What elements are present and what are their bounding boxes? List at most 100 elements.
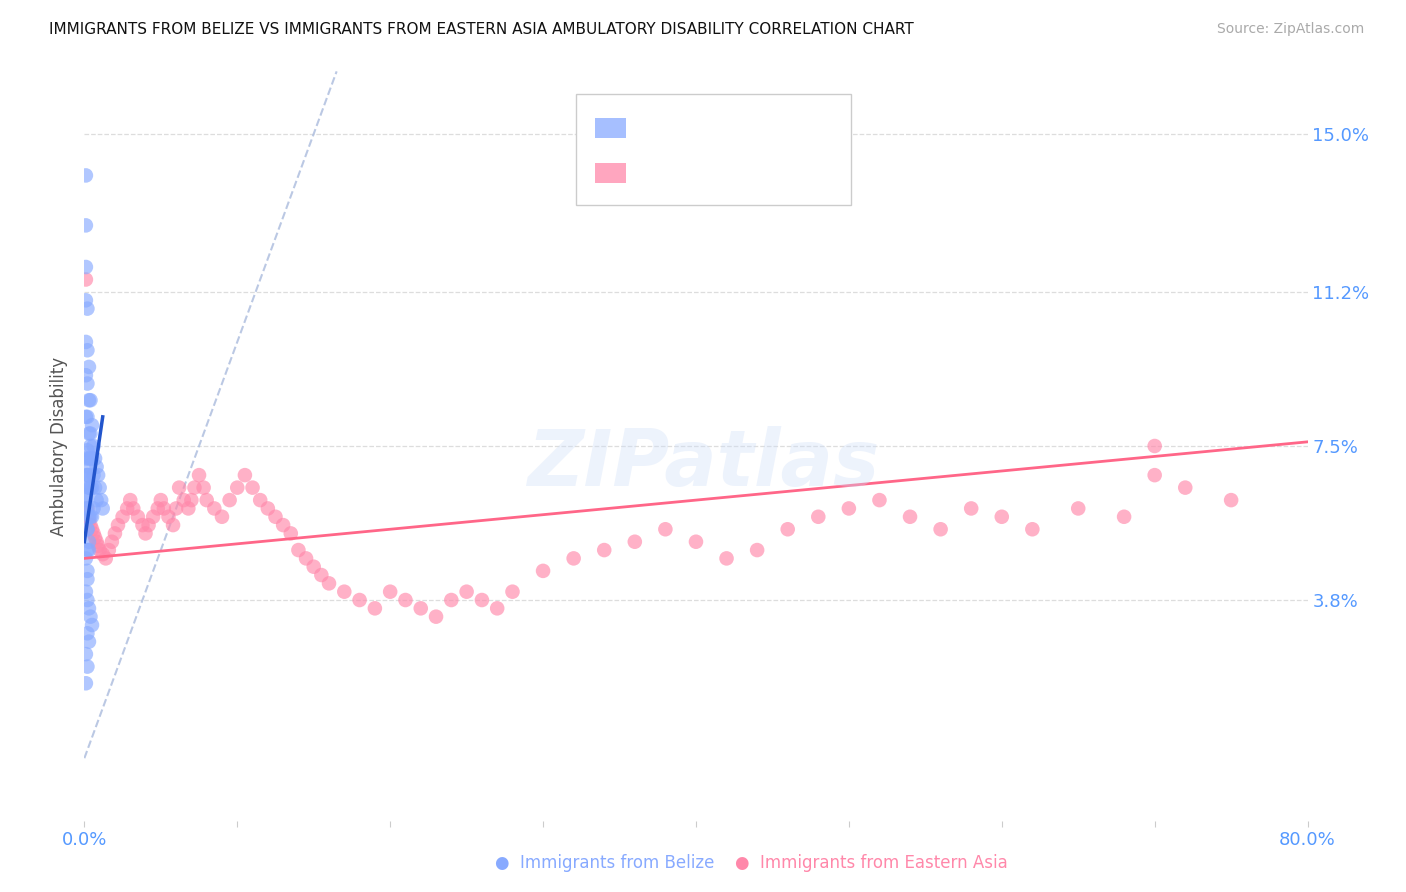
Point (115, 501, 138, 516)
Point (562, 551, 585, 566)
Point (80, 418, 103, 433)
Point (502, 584, 524, 599)
Point (83, 501, 105, 516)
Point (75, 368, 97, 383)
Point (157, 509, 180, 524)
Point (180, 493, 202, 508)
Point (76, 468, 98, 483)
Point (242, 481, 264, 495)
Point (83, 526, 105, 541)
Point (77, 451, 100, 466)
Point (84, 481, 107, 495)
Point (311, 568, 333, 582)
Point (211, 509, 233, 524)
Point (87, 539, 110, 553)
Point (76, 376, 98, 391)
Point (318, 576, 340, 591)
Point (76, 468, 98, 483)
Point (75, 584, 97, 599)
Text: N =: N = (727, 118, 766, 136)
Point (77, 459, 100, 474)
Point (869, 493, 891, 508)
Point (77, 481, 100, 495)
Point (142, 509, 165, 524)
Point (1143, 439, 1166, 453)
Point (486, 601, 509, 615)
Point (364, 601, 387, 615)
Point (195, 493, 218, 508)
Point (838, 501, 860, 516)
Point (79, 609, 101, 624)
Point (75, 489, 97, 503)
Point (107, 518, 129, 533)
Text: N =: N = (727, 163, 766, 181)
Point (685, 534, 707, 549)
Point (111, 509, 134, 524)
Point (77, 543, 100, 558)
Point (302, 559, 325, 574)
Point (349, 593, 371, 607)
Point (75, 409, 97, 424)
Point (79, 439, 101, 453)
Point (91, 501, 114, 516)
Point (83, 439, 105, 453)
Point (146, 501, 169, 516)
Point (233, 468, 256, 483)
Point (593, 543, 616, 558)
Point (425, 609, 447, 624)
Point (104, 526, 127, 541)
Point (75, 501, 97, 516)
Point (76, 443, 98, 458)
Point (76, 501, 98, 516)
Point (76, 543, 98, 558)
Point (153, 501, 176, 516)
Point (162, 518, 184, 533)
Point (76, 343, 98, 358)
Point (456, 584, 478, 599)
Point (89, 543, 111, 558)
Point (77, 481, 100, 495)
Text: ●  Immigrants from Eastern Asia: ● Immigrants from Eastern Asia (735, 855, 1008, 872)
Point (120, 493, 142, 508)
Point (149, 493, 172, 508)
Point (75, 647, 97, 661)
Point (75, 551, 97, 566)
Point (747, 543, 769, 558)
Point (86, 459, 108, 474)
Point (94, 551, 117, 566)
Point (531, 564, 554, 578)
Point (86, 534, 108, 549)
Point (991, 509, 1014, 524)
Point (87, 468, 110, 483)
Point (135, 526, 157, 541)
Point (77, 634, 100, 648)
Text: 0.140: 0.140 (665, 118, 721, 136)
Point (89, 481, 111, 495)
Point (807, 509, 830, 524)
Point (440, 593, 463, 607)
Point (188, 468, 211, 483)
Point (97, 543, 120, 558)
Point (183, 481, 205, 495)
Point (929, 522, 952, 536)
Text: R =: R = (634, 118, 673, 136)
Point (84, 531, 107, 545)
Point (80, 522, 103, 536)
Point (257, 501, 280, 516)
Point (90, 493, 112, 508)
Point (79, 393, 101, 408)
Point (177, 501, 200, 516)
Point (333, 584, 356, 599)
Point (249, 493, 271, 508)
Point (471, 593, 494, 607)
Point (716, 551, 738, 566)
Text: Source: ZipAtlas.com: Source: ZipAtlas.com (1216, 22, 1364, 37)
Text: 0.312: 0.312 (665, 163, 721, 181)
Point (271, 518, 294, 533)
Point (84, 451, 107, 466)
Point (202, 501, 225, 516)
Point (287, 543, 309, 558)
Point (75, 272, 97, 286)
Point (76, 409, 98, 424)
Point (79, 426, 101, 441)
